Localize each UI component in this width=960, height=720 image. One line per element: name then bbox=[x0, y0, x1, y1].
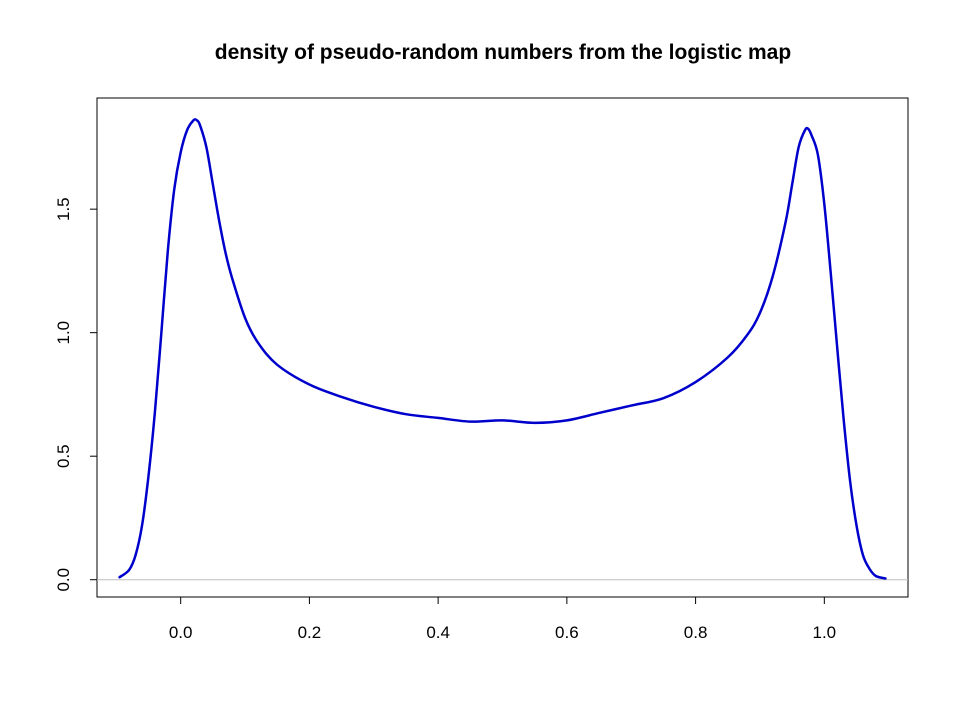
y-axis: 0.0 0.5 1.0 1.5 bbox=[54, 197, 98, 592]
x-tick-label: 1.0 bbox=[813, 623, 837, 642]
density-series-line bbox=[118, 118, 887, 580]
x-tick-label: 0.0 bbox=[169, 623, 193, 642]
y-tick-label: 1.5 bbox=[54, 197, 73, 221]
x-axis: 0.0 0.2 0.4 0.6 0.8 1.0 bbox=[169, 596, 837, 642]
y-tick-label: 1.0 bbox=[54, 321, 73, 345]
y-tick-label: 0.5 bbox=[54, 444, 73, 468]
x-tick-label: 0.4 bbox=[426, 623, 450, 642]
x-tick-label: 0.8 bbox=[684, 623, 708, 642]
x-tick-label: 0.6 bbox=[555, 623, 579, 642]
chart-title: density of pseudo-random numbers from th… bbox=[215, 41, 791, 64]
y-tick-label: 0.0 bbox=[54, 568, 73, 592]
x-tick-label: 0.2 bbox=[298, 623, 322, 642]
plot-frame bbox=[96, 97, 909, 598]
